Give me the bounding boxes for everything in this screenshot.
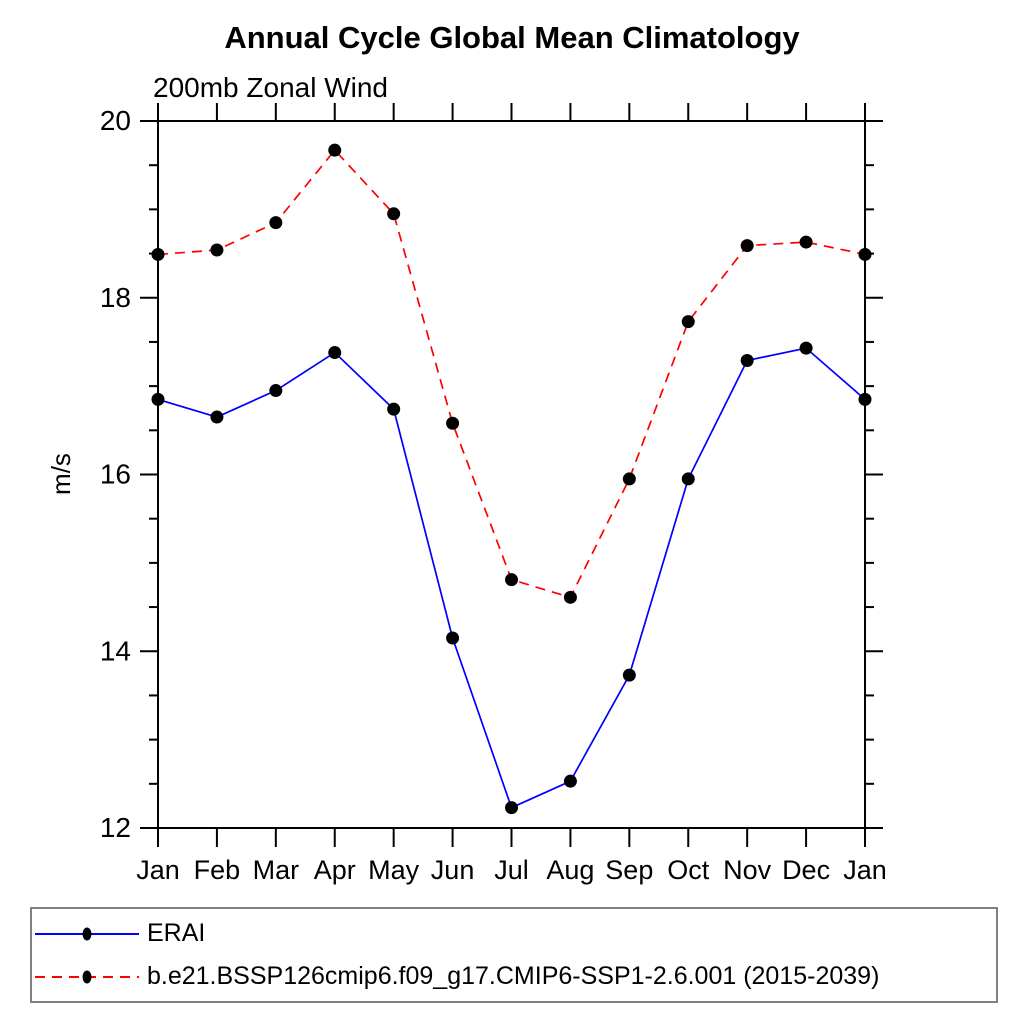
model-marker [505,573,518,587]
x-tick-label: Apr [314,855,356,885]
erai-marker [387,402,401,416]
model-line-sample-icon [35,970,139,983]
model-marker [799,235,813,249]
erai-marker [740,353,754,367]
erai-marker [505,801,518,815]
erai-marker [563,774,577,788]
model-marker [151,247,165,261]
y-tick-label: 12 [100,812,131,843]
erai-marker [210,410,224,424]
axis-frame [157,120,866,829]
x-tick-label: Aug [546,855,594,885]
legend-label-model: b.e21.BSSP126cmip6.f09_g17.CMIP6-SSP1-2.… [147,962,880,990]
erai-marker [446,631,460,645]
model-marker [446,416,460,430]
model-marker [269,216,283,230]
legend-item-model: b.e21.BSSP126cmip6.f09_g17.CMIP6-SSP1-2.… [32,955,996,998]
legend: ERAI b.e21.BSSP126cmip6.f09_g17.CMIP6-SS… [30,907,998,1003]
erai-marker [622,668,636,682]
x-tick-label: Dec [782,855,830,885]
x-tick-label: Jun [431,855,475,885]
y-tick-label: 20 [100,105,131,136]
erai-marker [151,392,165,406]
model-marker [210,243,224,257]
erai-marker [269,384,283,398]
erai-sample-marker-icon [82,927,92,940]
x-tick-label: Feb [194,855,241,885]
erai-marker [328,346,342,360]
model-line [157,148,866,599]
erai-line-sample-icon [35,927,139,940]
x-tick-label: May [368,855,420,885]
model-marker [387,207,401,221]
x-tick-label: Nov [723,855,772,885]
model-sample-marker-icon [82,970,92,983]
x-tick-label: Mar [253,855,300,885]
x-tick-label: Jan [136,855,180,885]
y-tick-label: 18 [100,282,131,313]
x-tick-label: Sep [605,855,653,885]
y-axis-title: m/s [46,453,76,495]
legend-label-erai: ERAI [147,919,206,947]
erai-marker [681,472,695,486]
x-tick-label: Jan [843,855,887,885]
model-marker [328,143,342,157]
model-marker [858,247,872,261]
y-tick-label: 14 [100,635,131,666]
erai-marker [799,341,813,355]
model-marker [563,590,577,604]
model-marker [740,239,754,253]
chart-title: Annual Cycle Global Mean Climatology [224,20,800,55]
erai-marker [858,392,872,406]
model-marker [622,472,636,486]
model-marker [681,315,695,329]
chart-subtitle: 200mb Zonal Wind [153,72,389,103]
x-tick-label: Jul [494,855,529,885]
y-tick-label: 16 [100,459,131,490]
x-tick-label: Oct [667,855,710,885]
legend-item-erai: ERAI [32,912,996,955]
